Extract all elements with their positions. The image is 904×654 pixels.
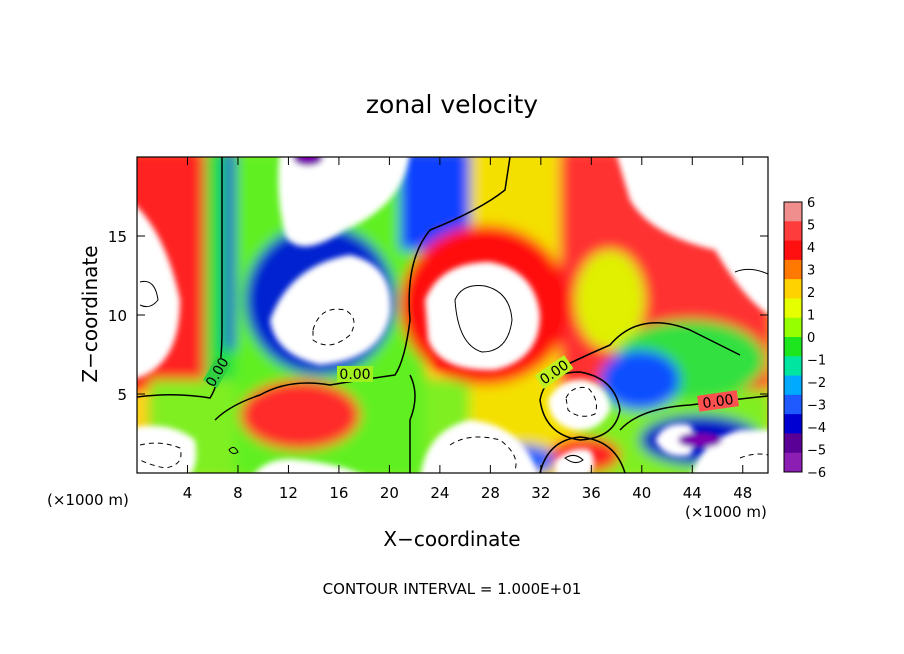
colorbar-swatch-0 (784, 202, 802, 222)
y-axis: 5 10 15 (108, 228, 768, 404)
x-tick-label-5: 24 (430, 484, 449, 502)
x-axis-label: X−coordinate (383, 527, 520, 551)
field-right-yellow (575, 250, 645, 350)
colorbar-label-11: −5 (807, 444, 826, 459)
white-blob-bottom-mid (255, 459, 358, 473)
colorbar-swatch-13 (784, 452, 802, 473)
colorbar-label-8: −2 (807, 376, 826, 391)
colorbar-label-7: −1 (807, 354, 826, 369)
positive-contour-center (454, 285, 513, 353)
white-blob-bottom-right (692, 430, 768, 473)
colorbar-swatch-3 (784, 259, 802, 280)
positive-contour-small (564, 454, 584, 464)
colorbar-label-10: −4 (807, 421, 826, 436)
zero-contour-middle (214, 157, 511, 421)
colorbar: 6 5 4 3 2 1 0 −1 −2 −3 −4 −5 −6 (783, 196, 826, 481)
contour-label-4: 0.00 (702, 392, 735, 412)
colorbar-swatch-9 (784, 375, 802, 396)
colorbar-swatch-11 (784, 414, 802, 434)
colorbar-swatch-2 (784, 240, 802, 261)
zero-contour-center-low (409, 374, 416, 473)
colorbar-label-2: 4 (807, 241, 815, 256)
colorbar-label-3: 3 (807, 264, 815, 279)
colorbar-label-0: 6 (807, 196, 815, 211)
contour-label-bg-3 (534, 355, 574, 389)
white-blob-center (425, 262, 540, 371)
x-tick-label-6: 28 (481, 484, 500, 502)
colorbar-label-6: 0 (807, 331, 815, 346)
positive-contour-left (139, 280, 159, 308)
zero-contour-lower (539, 436, 626, 473)
y-tick-label-1: 10 (108, 307, 127, 325)
contour-lines (137, 157, 768, 473)
x-tick-label-9: 40 (632, 484, 651, 502)
y-tick-label-2: 15 (108, 228, 127, 246)
purple-patch-top (293, 157, 323, 166)
white-blob-small-ring (548, 379, 610, 431)
colorbar-swatch-10 (784, 394, 802, 415)
x-tick-label-8: 36 (582, 484, 601, 502)
contour-labels: 0.00 0.00 0.00 0.00 (203, 355, 739, 412)
x-tick-label-1: 8 (233, 484, 243, 502)
white-blob-right-small (655, 424, 695, 456)
white-blob-bottom-center (421, 420, 538, 473)
colorbar-swatch-6 (784, 317, 802, 338)
purple-patch-bottom (678, 432, 722, 448)
x-tick-label-11: 48 (733, 484, 752, 502)
contour-label-2: 0.00 (339, 367, 370, 383)
x-tick-label-2: 12 (279, 484, 298, 502)
zero-contour-right (539, 322, 768, 431)
colorbar-label-9: −3 (807, 399, 826, 414)
colorbar-label-5: 1 (807, 309, 815, 324)
x-tick-label-7: 32 (531, 484, 550, 502)
y-tick-label-0: 5 (117, 386, 127, 404)
colorbar-swatch-4 (784, 279, 802, 299)
white-blob-top-center (278, 157, 410, 247)
velocity-extremes (137, 157, 768, 473)
field-bottom-red (240, 380, 360, 450)
white-blob-lower-ring (555, 448, 594, 473)
negative-contour-bottom-center (449, 436, 517, 471)
x-tick-label-0: 4 (183, 484, 193, 502)
white-blob-right-top (617, 157, 768, 315)
colorbar-label-12: −6 (807, 466, 826, 481)
plot-area: 0.00 0.00 0.00 0.00 (137, 157, 768, 473)
x-unit-label: (×1000 m) (685, 503, 767, 521)
positive-contour-right (734, 268, 768, 275)
contour-label-bg-2 (337, 366, 373, 382)
x-tick-label-10: 44 (683, 484, 702, 502)
colorbar-swatch-5 (784, 298, 802, 319)
z-unit-label: (×1000 m) (47, 491, 129, 509)
zero-contour-left (137, 157, 223, 399)
colorbar-label-1: 5 (807, 219, 815, 234)
contour-label-bg-1 (203, 355, 231, 389)
x-tick-label-3: 16 (329, 484, 348, 502)
colorbar-swatch-1 (784, 221, 802, 242)
contour-interval-text: CONTOUR INTERVAL = 1.000E+01 (323, 580, 582, 598)
colorbar-swatch-8 (784, 356, 802, 377)
colorbar-label-4: 2 (807, 286, 815, 301)
x-axis: 4 8 12 16 20 24 28 32 36 40 44 48 (183, 157, 752, 502)
x-tick-label-4: 20 (380, 484, 399, 502)
contour-label-bg-4 (697, 390, 739, 412)
colorbar-frame (783, 201, 803, 473)
chart-title: zonal velocity (366, 90, 538, 119)
negative-contour-ring (565, 387, 597, 417)
white-blob-left-edge (137, 206, 180, 379)
negative-contour-lines (139, 308, 768, 471)
y-axis-label: Z−coordinate (78, 245, 102, 382)
negative-contour-blob-left (312, 308, 355, 346)
colorbar-swatch-7 (784, 337, 802, 357)
positive-contour-tiny (228, 446, 239, 455)
negative-contour-bottom-left (139, 442, 182, 469)
field-right-blue (600, 350, 680, 410)
negative-contour-bottom-right (739, 453, 768, 459)
colorbar-swatch-12 (784, 433, 802, 454)
white-blob-bottom-left (137, 425, 197, 473)
